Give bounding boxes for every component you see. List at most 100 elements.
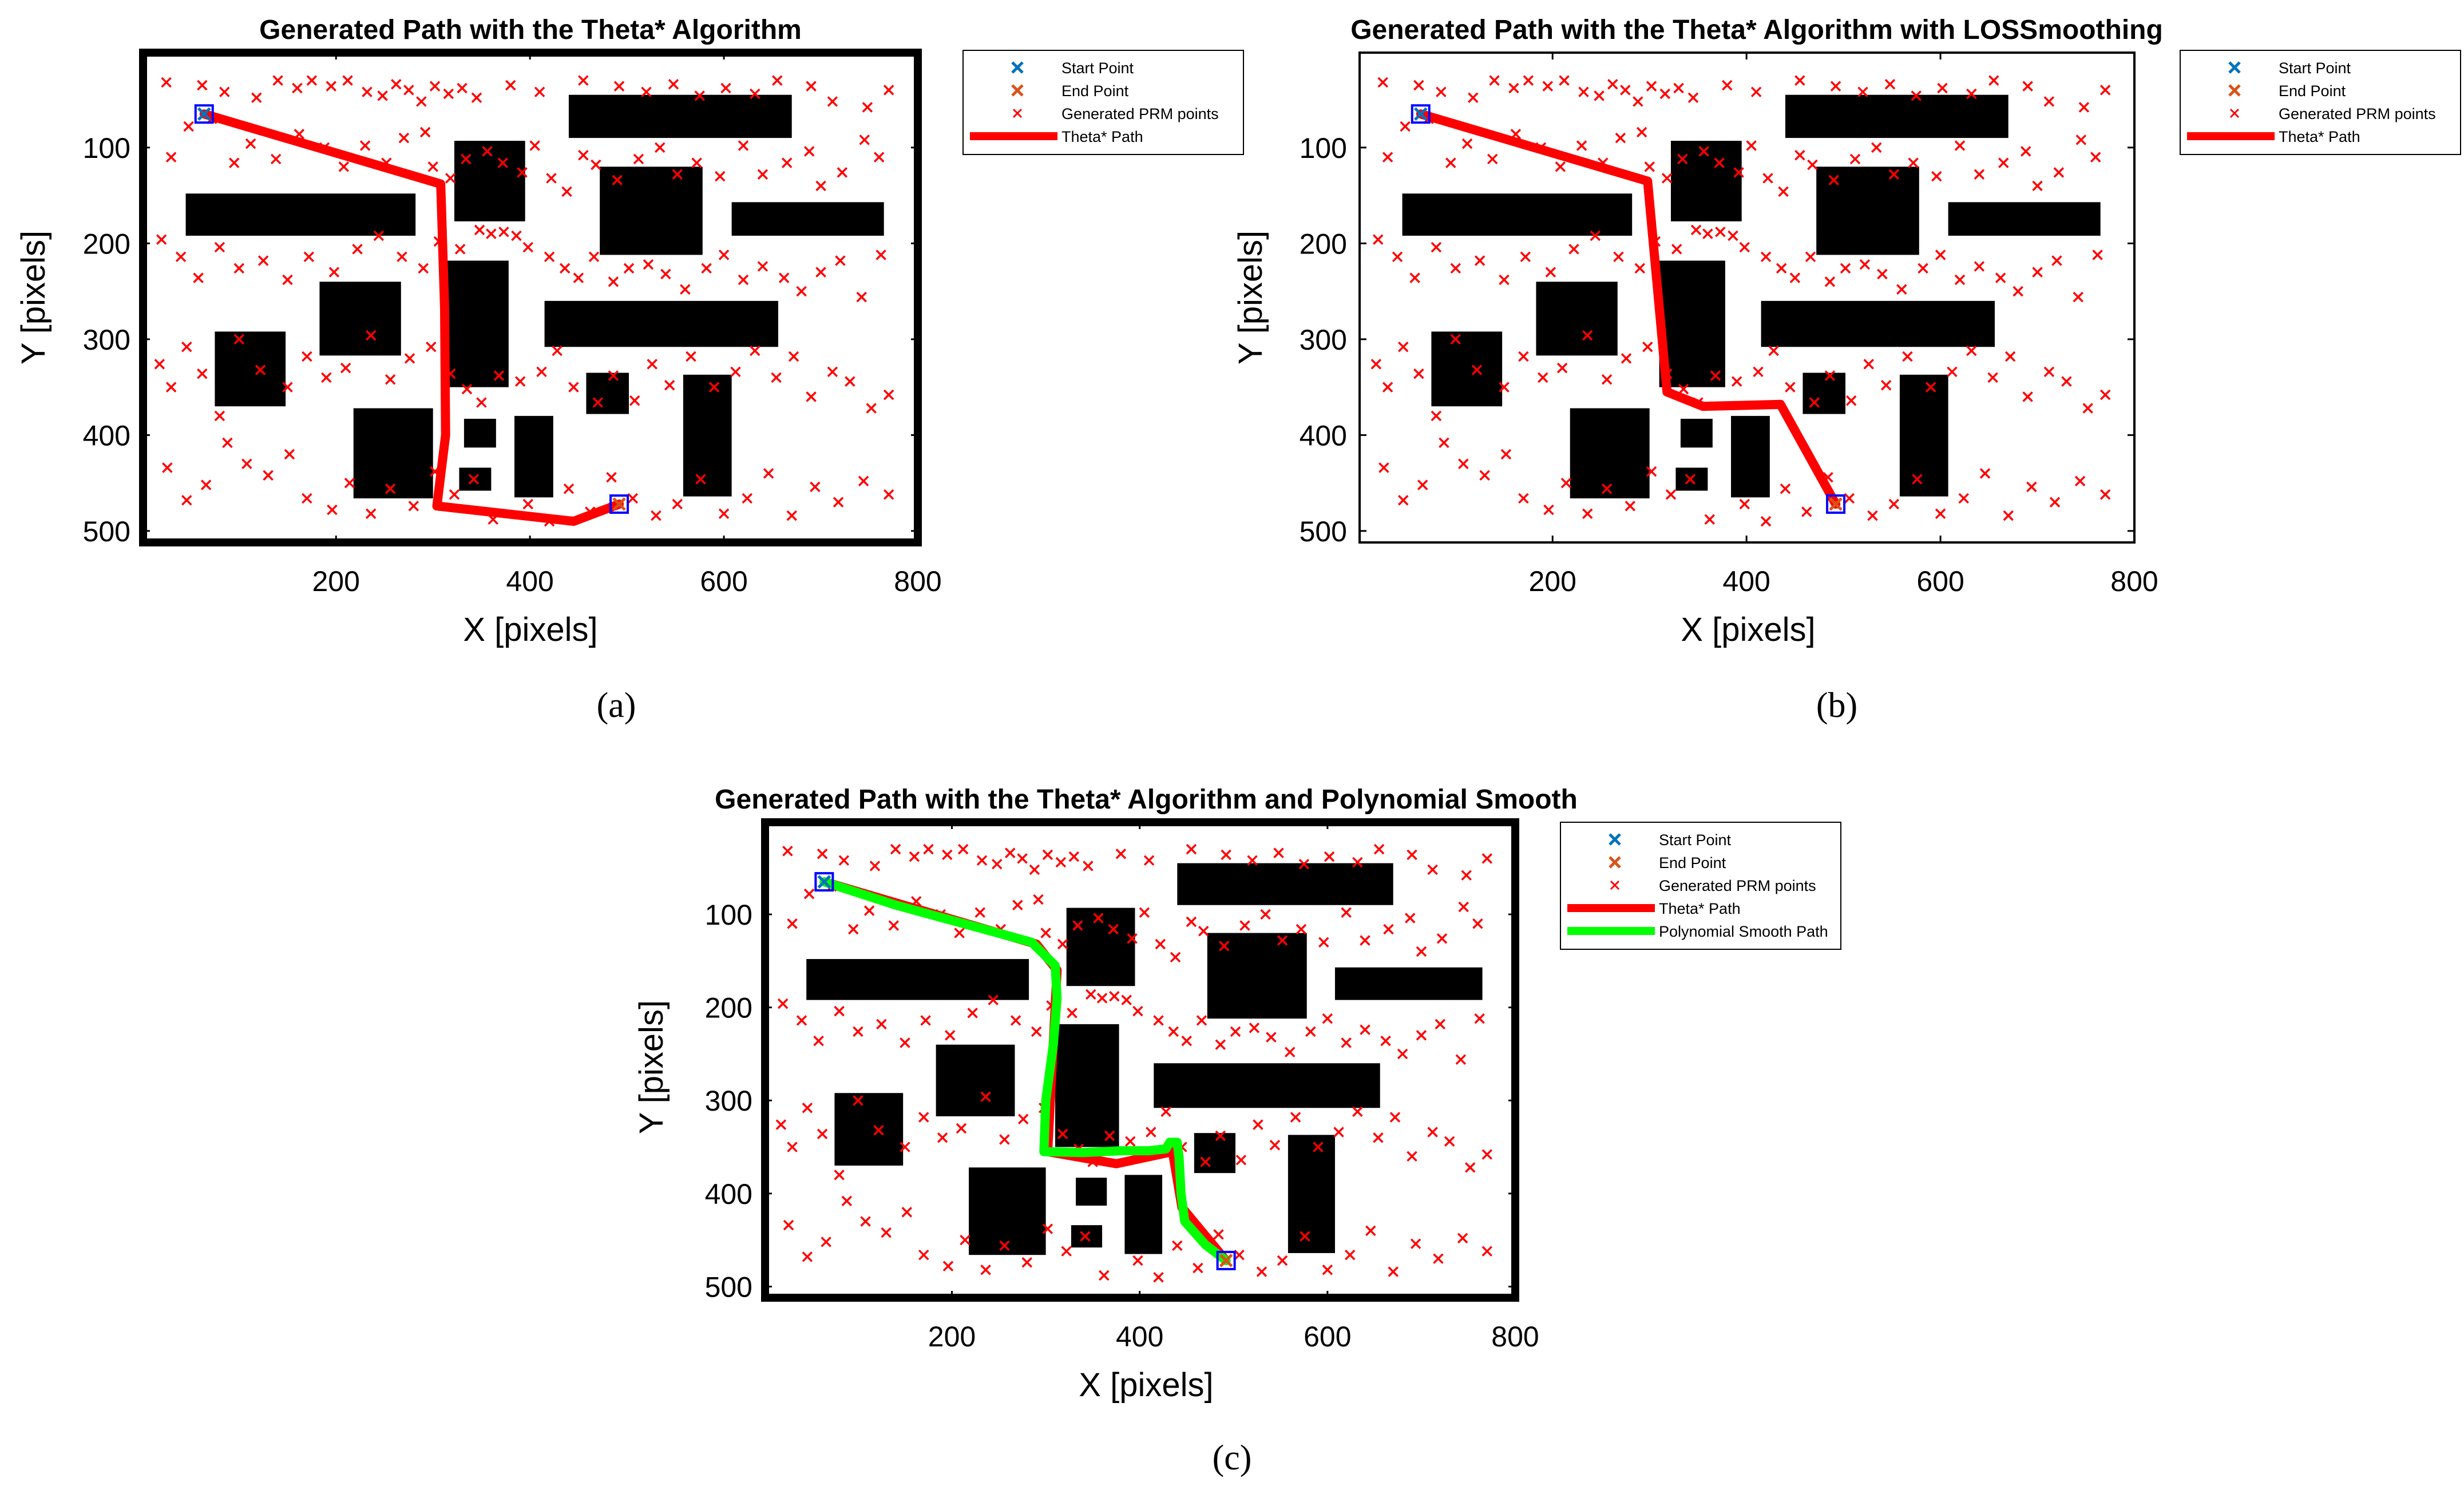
prm-point-mark [883, 85, 894, 96]
prm-point [967, 1008, 978, 1019]
prm-point-mark [1080, 1231, 1091, 1242]
prm-point [241, 458, 252, 469]
axis-ticks-group: 200 400 600 800 100 200 300 400 500 [83, 53, 942, 597]
prm-point-mark [718, 249, 730, 260]
prm-point-mark [1127, 933, 1138, 944]
prm-point-mark [1824, 276, 1836, 287]
prm-point-mark [1489, 75, 1500, 86]
prm-point [1057, 1128, 1068, 1140]
prm-point-mark [786, 510, 797, 521]
prm-point [827, 96, 838, 107]
prm-point-mark [2043, 96, 2055, 107]
prm-point [282, 274, 293, 286]
prm-point [1849, 153, 1861, 165]
prm-point-mark [1918, 263, 1928, 274]
prm-point-mark [1690, 224, 1702, 236]
prm-point-mark [1198, 926, 1209, 937]
prm-point [815, 267, 826, 278]
prm-point [787, 918, 798, 929]
prm-point [1031, 1026, 1042, 1037]
prm-point [1284, 1047, 1296, 1057]
prm-point [1465, 1162, 1476, 1173]
prm-point-mark [1296, 924, 1307, 935]
axis-ticks-group: 200 400 600 800 100 200 300 400 500 [1300, 53, 2158, 597]
prm-point [1389, 1112, 1401, 1123]
legend-label: Theta* Path [1659, 900, 1741, 917]
prm-point [193, 272, 204, 283]
prm-point [1436, 86, 1447, 97]
prm-point-mark [1601, 483, 1613, 494]
legend-swatch [1011, 84, 1024, 97]
prm-point-mark [1221, 849, 1231, 861]
prm-point [2020, 146, 2031, 157]
prm-point-mark [1010, 1015, 1021, 1026]
prm-point-mark [873, 152, 885, 163]
prm-point [578, 150, 589, 161]
prm-point-mark [777, 998, 789, 1009]
prm-point-mark [873, 1125, 884, 1136]
legend-entry: Start Point [1609, 831, 1732, 849]
prm-point [627, 493, 639, 504]
prm-point-mark [1523, 75, 1534, 86]
prm-point [1344, 1249, 1356, 1261]
paths-group [1416, 109, 1841, 509]
prm-point-mark [1284, 1047, 1296, 1057]
prm-point-mark [1109, 990, 1120, 1002]
obstacle [1207, 933, 1307, 1019]
prm-point-mark [1093, 913, 1104, 924]
prm-point-mark [775, 1119, 787, 1130]
prm-point-mark [1471, 364, 1483, 375]
prm-point [873, 1125, 884, 1136]
prm-point [1785, 382, 1796, 393]
prm-point-mark [1481, 1246, 1493, 1257]
prm-point-mark [815, 267, 826, 278]
prm-point-mark [1461, 138, 1473, 149]
prm-point [302, 493, 312, 504]
prm-point [1382, 152, 1393, 163]
prm-point-mark [1871, 142, 1882, 153]
prm-point [1760, 516, 1772, 527]
prm-point-mark [1318, 937, 1329, 948]
prm-point-mark [1186, 843, 1197, 855]
prm-point [1427, 1127, 1438, 1138]
prm-point [1634, 263, 1645, 274]
prm-point [1500, 449, 1512, 460]
prm-point [2049, 497, 2061, 508]
panel-caption: (a) [597, 686, 636, 725]
prm-point [1380, 1035, 1391, 1047]
prm-point-mark [429, 81, 441, 92]
prm-point [651, 510, 661, 521]
prm-point-mark [1590, 230, 1601, 241]
prm-point-mark [1450, 263, 1461, 274]
prm-point-mark [359, 140, 371, 151]
prm-point-mark [165, 382, 177, 393]
prm-point [2074, 475, 2086, 487]
prm-point-mark [1685, 474, 1696, 485]
prm-point-mark [954, 928, 965, 938]
prm-point-mark [1560, 477, 1572, 489]
prm-point-mark [920, 1015, 931, 1026]
prm-point-mark [1215, 1039, 1226, 1050]
obstacle [1177, 863, 1393, 905]
prm-point [1979, 468, 1991, 479]
prm-point [568, 382, 579, 393]
prm-point-mark [1372, 234, 1384, 245]
prm-point [1160, 1106, 1171, 1117]
prm-point-mark [1739, 498, 1750, 510]
prm-point-mark [1068, 851, 1080, 862]
prm-point [1690, 224, 1702, 236]
prm-point-mark [802, 1251, 813, 1262]
prm-point [1884, 79, 1896, 90]
prm-point [1474, 255, 1485, 266]
prm-point-mark [1880, 380, 1892, 391]
prm-point-mark [183, 121, 194, 132]
prm-point [1373, 843, 1385, 855]
prm-point [2032, 267, 2043, 278]
end-marker-box [1826, 494, 1846, 514]
legend: Start Point End Point Generated PRM points… [1560, 822, 1841, 950]
y-axis-label: Y [pixels] [1232, 231, 1269, 364]
prm-point [362, 86, 373, 97]
prm-point [546, 173, 557, 184]
prm-point [292, 82, 303, 94]
prm-point-mark [781, 157, 793, 168]
